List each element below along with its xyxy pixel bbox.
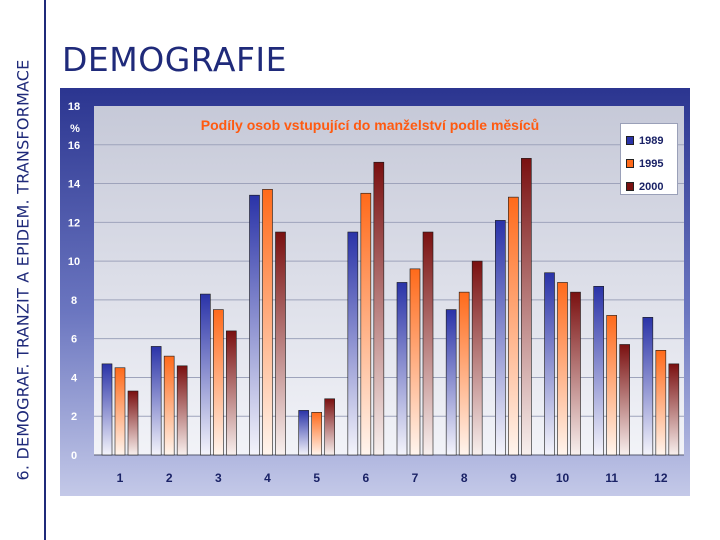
- x-tick-label: 12: [654, 471, 668, 485]
- bar-1995-12: [655, 349, 667, 456]
- bar-2000-9: [521, 158, 532, 456]
- bar-2000-10: [570, 291, 581, 456]
- page-title: DEMOGRAFIE: [62, 40, 288, 79]
- bar-1989-9: [495, 220, 506, 456]
- x-tick-label: 11: [605, 471, 618, 485]
- y-tick-label: 18: [68, 101, 80, 113]
- bar-2000-3: [226, 330, 237, 456]
- bar-1995-8: [458, 291, 470, 456]
- bar-2000-1: [127, 390, 139, 456]
- bar-1989-8: [445, 309, 457, 456]
- y-tick-label: 0: [71, 450, 77, 462]
- x-tick-label: 7: [412, 471, 419, 485]
- x-tick-label: 5: [313, 471, 320, 485]
- chart-svg: Podíly osob vstupující do manželství pod…: [60, 88, 690, 496]
- bar-2000-2: [176, 365, 188, 456]
- legend-swatch-2000: [626, 182, 634, 191]
- legend-label-2000: 2000: [639, 180, 664, 193]
- x-tick-label: 6: [362, 471, 369, 485]
- legend: 1989 1995 2000: [620, 123, 678, 195]
- bar-1989-12: [642, 317, 654, 456]
- bar-2000-4: [275, 231, 286, 456]
- bar-2000-11: [619, 344, 630, 456]
- bar-1989-10: [544, 272, 555, 456]
- x-tick-label: 9: [510, 471, 517, 485]
- bar-1989-7: [396, 282, 408, 456]
- bar-1995-1: [114, 367, 126, 456]
- legend-label-1989: 1989: [639, 134, 664, 147]
- bar-2000-6: [373, 161, 385, 456]
- y-tick-label: 6: [71, 334, 77, 346]
- x-tick-label: 8: [461, 471, 468, 485]
- bar-1989-5: [298, 410, 309, 456]
- bar-1995-6: [360, 192, 372, 456]
- y-axis-unit: %: [70, 123, 80, 135]
- x-tick-label: 10: [556, 471, 570, 485]
- bar-1989-6: [347, 231, 359, 456]
- bar-1989-11: [593, 286, 604, 456]
- bar-1989-1: [101, 363, 113, 456]
- bar-2000-7: [422, 231, 434, 456]
- bar-1989-3: [200, 293, 211, 456]
- side-title: 6. DEMOGRAF. TRANZIT A EPIDEM. TRANSFORM…: [13, 59, 33, 481]
- bar-1995-11: [606, 315, 617, 456]
- bar-1989-2: [150, 346, 162, 456]
- bar-2000-8: [471, 260, 483, 456]
- y-tick-label: 4: [71, 372, 78, 384]
- x-tick-label: 2: [166, 471, 173, 485]
- legend-swatch-1995: [626, 159, 634, 168]
- x-tick-label: 1: [117, 471, 124, 485]
- y-tick-label: 14: [68, 179, 81, 191]
- legend-label-1995: 1995: [639, 157, 664, 170]
- bar-2000-12: [668, 363, 680, 456]
- y-tick-label: 16: [68, 140, 80, 152]
- bar-1995-9: [508, 196, 519, 456]
- y-tick-label: 8: [71, 295, 77, 307]
- bar-1989-4: [249, 194, 260, 456]
- x-tick-label: 3: [215, 471, 222, 485]
- plot-area: [94, 106, 684, 455]
- bar-1995-3: [213, 309, 224, 456]
- y-tick-label: 10: [68, 256, 80, 268]
- bar-1995-7: [409, 268, 421, 456]
- bar-2000-5: [324, 398, 335, 456]
- chart: Podíly osob vstupující do manželství pod…: [60, 88, 690, 496]
- x-tick-label: 4: [264, 471, 271, 485]
- bar-1995-2: [163, 355, 175, 456]
- chart-title: Podíly osob vstupující do manželství pod…: [201, 117, 539, 133]
- bar-1995-5: [311, 412, 322, 456]
- y-tick-label: 12: [68, 217, 80, 229]
- legend-swatch-1989: [626, 136, 634, 145]
- bar-1995-10: [557, 282, 568, 456]
- y-tick-label: 2: [71, 411, 77, 423]
- side-bar: 6. DEMOGRAF. TRANZIT A EPIDEM. TRANSFORM…: [0, 0, 46, 540]
- legend-item-2000: 2000: [626, 175, 677, 198]
- legend-item-1995: 1995: [626, 152, 677, 175]
- bar-1995-4: [262, 189, 273, 456]
- legend-item-1989: 1989: [626, 129, 677, 152]
